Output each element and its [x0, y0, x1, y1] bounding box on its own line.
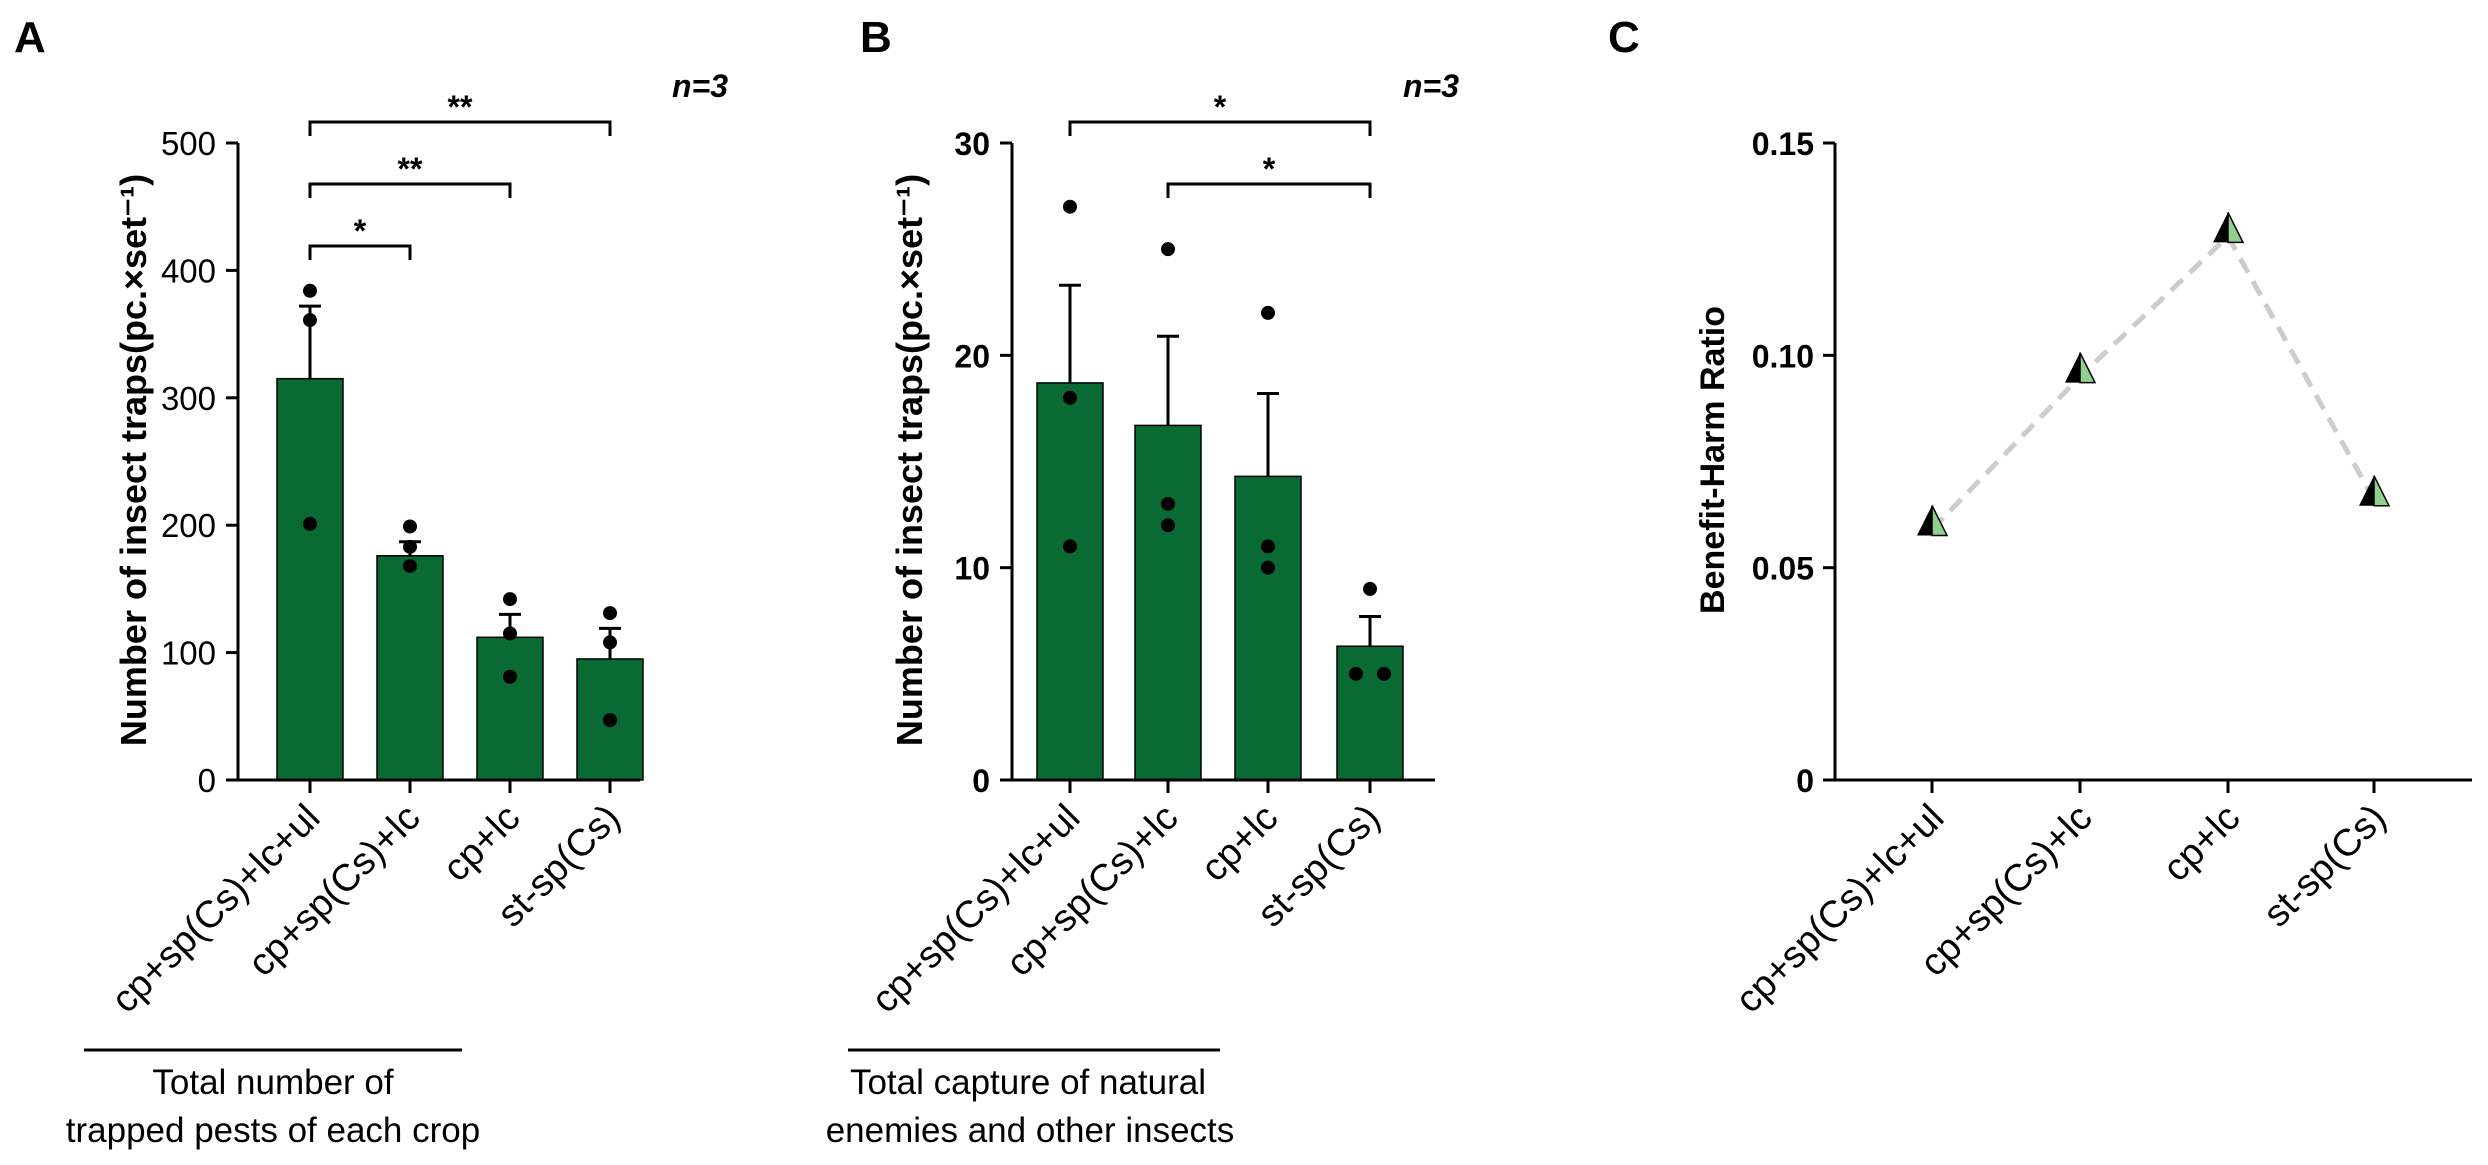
- panel-c-marker-dark-half: [2065, 352, 2080, 383]
- panel-a-y-axis-label: Number of insect traps(pc.×set⁻¹): [113, 174, 154, 746]
- panel-a-y-tick-label: 0: [198, 762, 216, 799]
- panel-a-data-point: [603, 606, 617, 621]
- panel-a-significance-bracket: [308, 182, 512, 198]
- panel-c-category-label: st-sp(Cs): [2256, 797, 2395, 936]
- panel-b-bar: [1234, 475, 1302, 781]
- panel-c-marker-dark-half: [2213, 212, 2228, 243]
- panel-b-category-label: cp+sp(Cs)+lc: [998, 797, 1186, 985]
- panel-b-data-point: [1349, 666, 1363, 681]
- panel-c-y-tick-label: 0.10: [1752, 338, 1814, 374]
- panel-b-data-point: [1261, 560, 1275, 575]
- panel-a-data-point: [603, 635, 617, 650]
- panel-a-data-point: [603, 713, 617, 728]
- panel-a: A n=3 Number of insect traps(pc.×set⁻¹) …: [14, 13, 728, 1150]
- panel-a-letter: A: [14, 13, 46, 62]
- panel-a-group-label-line1: Total number of: [152, 1063, 394, 1102]
- panel-a-y-tick-label: 200: [161, 507, 216, 544]
- panel-a-significance-label: **: [448, 89, 473, 125]
- panel-c-y-tick-label: 0.15: [1752, 126, 1814, 162]
- panel-b-n-label: n=3: [1403, 68, 1459, 104]
- panel-a-data-point: [503, 592, 517, 607]
- panel-a-data-point: [403, 539, 417, 554]
- panel-c-category-label: cp+sp(Cs)+lc+ul: [1728, 797, 1953, 1022]
- panel-a-y-tick-label: 400: [161, 252, 216, 289]
- panel-b-data-point: [1261, 305, 1275, 320]
- panel-b-category-label: cp+lc: [1193, 797, 1286, 890]
- panel-c-marker-light-half: [2373, 475, 2391, 507]
- panel-c-y-tick-label: 0: [1796, 763, 1814, 799]
- panel-c-marker-dark-half: [2359, 475, 2374, 506]
- panel-a-data-point: [503, 626, 517, 641]
- panel-b-y-tick-label: 20: [954, 338, 990, 374]
- panel-a-category-label: cp+lc: [435, 797, 528, 890]
- panel-b-bar: [1036, 382, 1104, 781]
- panel-c-marker-dark-half: [1917, 505, 1932, 536]
- panel-c: C Benefit-Harm Ratio 0 0.05 0.10 0.15 cp+sp(…: [1608, 13, 2472, 1021]
- panel-a-n-label: n=3: [672, 68, 728, 104]
- panel-a-y-tick-label: 500: [161, 125, 216, 162]
- panel-a-bar: [376, 555, 444, 781]
- panel-c-letter: C: [1608, 13, 1640, 62]
- panel-b-significance-label: *: [1214, 89, 1227, 125]
- panel-a-significance-label: *: [354, 213, 367, 249]
- panel-a-y-tick-label: 300: [161, 380, 216, 417]
- panel-b-y-tick-label: 30: [954, 126, 990, 162]
- panel-b-y-axis-label: Number of insect traps(pc.×set⁻¹): [889, 174, 930, 746]
- panel-c-category-label: cp+lc: [2155, 797, 2248, 890]
- panel-a-y-tick-label: 100: [161, 635, 216, 672]
- panel-b-data-point: [1261, 539, 1275, 554]
- panel-b-y-tick-label: 10: [954, 551, 990, 587]
- panel-b-y-tick-label: 0: [972, 763, 990, 799]
- panel-c-y-tick-label: 0.05: [1752, 551, 1814, 587]
- panel-a-data-point: [503, 669, 517, 684]
- panel-b-data-point: [1063, 539, 1077, 554]
- panel-a-bar: [476, 636, 544, 781]
- panel-a-bar: [276, 377, 344, 781]
- panel-b: B n=3 Number of insect traps(pc.×set⁻¹) …: [826, 13, 1460, 1150]
- panel-a-significance-bracket: [308, 244, 412, 260]
- panel-b-group-label-line2: enemies and other insects: [826, 1111, 1235, 1150]
- panel-a-significance-bracket: [308, 120, 612, 136]
- panel-b-significance-bracket: [1068, 120, 1372, 136]
- panel-a-data-point: [403, 558, 417, 573]
- panel-b-data-point: [1063, 390, 1077, 405]
- panel-b-letter: B: [860, 13, 892, 62]
- panel-b-data-point: [1161, 518, 1175, 533]
- panel-a-significance-label: **: [398, 151, 423, 187]
- panel-b-data-point: [1063, 199, 1077, 214]
- panel-c-marker-light-half: [2079, 352, 2097, 384]
- panel-c-series-line: [1930, 232, 2377, 532]
- panel-a-group-label-line2: trapped pests of each crop: [66, 1111, 480, 1150]
- panel-b-significance-bracket: [1166, 182, 1372, 198]
- panel-b-data-point: [1161, 496, 1175, 511]
- panel-a-category-label: cp+sp(Cs)+lc: [240, 797, 428, 985]
- panel-b-bar: [1134, 424, 1202, 781]
- panel-c-marker-light-half: [1931, 505, 1949, 537]
- panel-b-data-point: [1377, 666, 1391, 681]
- panel-b-data-point: [1161, 242, 1175, 257]
- panel-c-y-axis-label: Benefit-Harm Ratio: [1694, 306, 1732, 614]
- panel-b-data-point: [1363, 581, 1377, 596]
- panel-a-data-point: [303, 313, 317, 328]
- panel-b-significance-label: *: [1263, 151, 1276, 187]
- panel-a-data-point: [403, 519, 417, 534]
- panel-b-group-label-line1: Total capture of natural: [850, 1063, 1206, 1102]
- panel-b-bar: [1336, 645, 1404, 781]
- panel-c-marker-light-half: [2227, 212, 2245, 244]
- panel-a-data-point: [303, 283, 317, 298]
- panel-a-data-point: [303, 516, 317, 531]
